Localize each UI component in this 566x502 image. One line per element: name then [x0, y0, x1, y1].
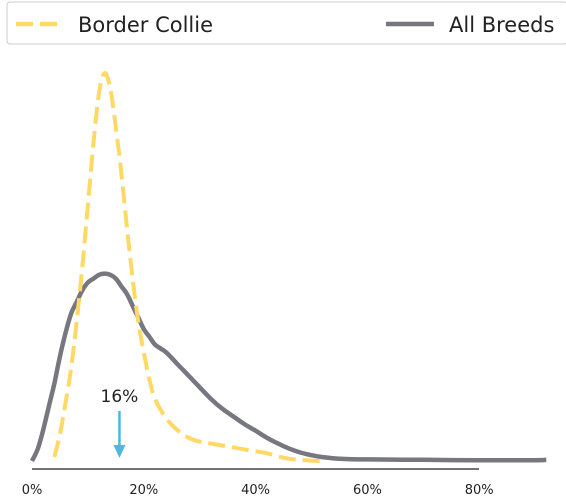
legend-box — [6, 1, 566, 45]
x-tick-label: 80% — [465, 483, 494, 498]
legend-label-all-breeds: All Breeds — [449, 13, 554, 37]
legend-label-border-collie: Border Collie — [78, 13, 213, 37]
border-collie-density-line — [52, 71, 323, 463]
annotation-layer: 16% — [101, 387, 139, 458]
x-axis-ticks: 0% 20% 40% 60% 80% — [22, 483, 494, 498]
median-annotation-label: 16% — [101, 387, 139, 407]
x-tick-label: 0% — [22, 483, 43, 498]
x-tick-label: 20% — [129, 483, 158, 498]
median-arrow-head — [113, 445, 126, 458]
all-breeds-density-line — [29, 271, 547, 463]
series-layer — [29, 71, 547, 463]
x-tick-label: 60% — [353, 483, 382, 498]
x-tick-label: 40% — [241, 483, 270, 498]
